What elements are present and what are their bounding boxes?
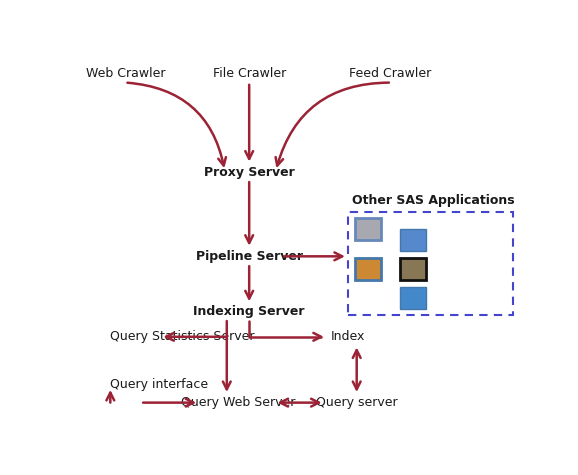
Text: Web Crawler: Web Crawler (86, 67, 166, 80)
Bar (348, 212, 513, 315)
FancyBboxPatch shape (400, 287, 425, 309)
Text: Other SAS Applications: Other SAS Applications (352, 194, 515, 207)
Text: Proxy Server: Proxy Server (204, 166, 295, 179)
Text: Query server: Query server (316, 396, 398, 409)
Text: Pipeline Server: Pipeline Server (196, 250, 303, 263)
Text: Query Statistics Server: Query Statistics Server (110, 330, 255, 343)
FancyBboxPatch shape (355, 218, 381, 240)
FancyBboxPatch shape (400, 258, 425, 280)
Text: File Crawler: File Crawler (213, 67, 286, 80)
Text: Query Web Server: Query Web Server (181, 396, 295, 409)
Text: Query interface: Query interface (110, 378, 209, 391)
Text: Index: Index (331, 330, 365, 343)
Text: Indexing Server: Indexing Server (194, 304, 305, 318)
FancyBboxPatch shape (355, 258, 381, 280)
Text: Feed Crawler: Feed Crawler (349, 67, 431, 80)
FancyBboxPatch shape (400, 229, 425, 251)
